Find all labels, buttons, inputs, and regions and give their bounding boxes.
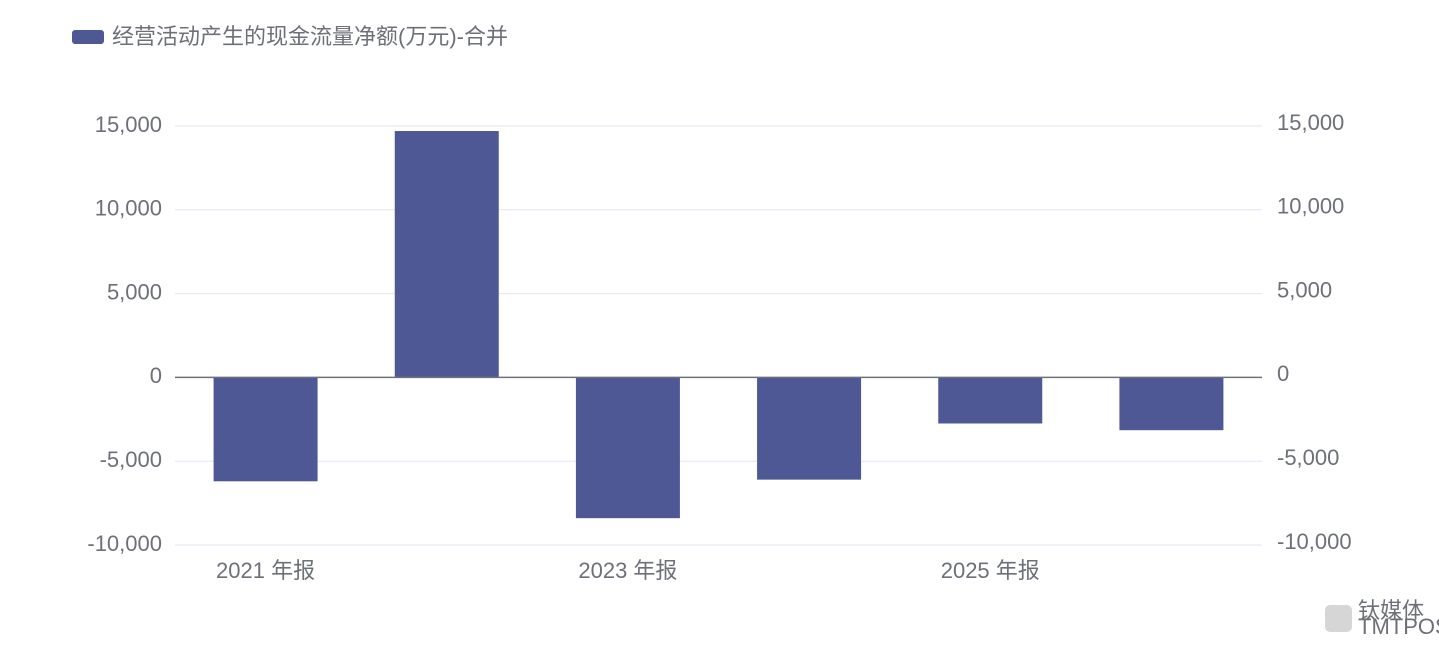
- y2-tick-label: -5,000: [1277, 445, 1339, 470]
- y-tick-label: 5,000: [107, 279, 162, 304]
- legend-label: 经营活动产生的现金流量净额(万元)-合并: [112, 24, 508, 49]
- y-tick-label: -5,000: [100, 447, 162, 472]
- watermark-text: 钛媒体: [1358, 598, 1424, 623]
- x-tick-label: 2021 年报: [216, 558, 315, 583]
- bar: [394, 131, 499, 378]
- watermark-icon: [1325, 605, 1352, 632]
- y-tick-label: 0: [150, 363, 162, 388]
- bar: [1119, 377, 1224, 431]
- bar: [757, 377, 862, 480]
- y2-tick-label: -10,000: [1277, 529, 1352, 554]
- watermark-subtext: TMTPOST: [1358, 614, 1439, 639]
- y2-tick-label: 5,000: [1277, 277, 1332, 302]
- x-tick-label: 2025 年报: [941, 558, 1040, 583]
- y-tick-label: -10,000: [87, 531, 162, 556]
- bar: [213, 377, 318, 482]
- y-tick-label: 10,000: [95, 196, 162, 221]
- x-tick-label: 2023 年报: [578, 558, 677, 583]
- bar: [575, 377, 680, 519]
- y-tick-label: 15,000: [95, 112, 162, 137]
- bar: [938, 377, 1043, 424]
- y2-tick-label: 10,000: [1277, 194, 1344, 219]
- y2-tick-label: 15,000: [1277, 110, 1344, 135]
- y2-tick-label: 0: [1277, 361, 1289, 386]
- legend-swatch: [72, 30, 104, 44]
